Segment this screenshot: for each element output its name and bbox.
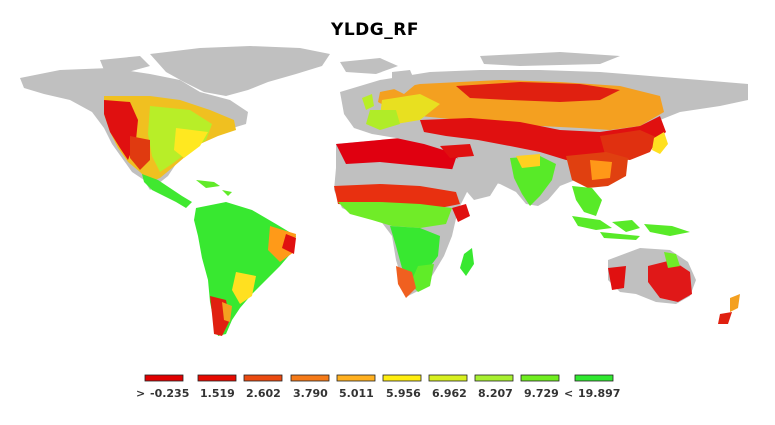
legend-swatch [474, 374, 514, 382]
legend-swatch [574, 374, 614, 382]
legend-label: 9.729 [524, 387, 559, 400]
legend-label: 8.207 [478, 387, 513, 400]
legend-swatch [290, 374, 330, 382]
legend-labels: > -0.235 1.519 2.602 3.790 5.011 5.956 6.962 8.2… [136, 387, 620, 400]
legend-label: 6.962 [432, 387, 467, 400]
legend-swatch [243, 374, 283, 382]
eurasia [340, 70, 748, 216]
legend-swatch [382, 374, 422, 382]
map-title: YLDG_RF [331, 20, 419, 40]
legend-label: < [564, 387, 573, 400]
maritime-southeast-asia [572, 216, 690, 240]
africa [334, 138, 474, 298]
legend-label: 3.790 [293, 387, 328, 400]
legend-label: 5.011 [339, 387, 374, 400]
legend-swatches [144, 374, 614, 382]
legend-swatch [197, 374, 237, 382]
legend-swatch [336, 374, 376, 382]
legend-label: 19.897 [578, 387, 620, 400]
legend-swatch [520, 374, 560, 382]
arctic-no-data-region [100, 46, 620, 96]
australia [608, 248, 740, 324]
south-america [194, 202, 296, 336]
world-map [20, 46, 748, 336]
color-legend: > -0.235 1.519 2.602 3.790 5.011 5.956 6.962 8.2… [136, 374, 620, 400]
legend-swatch [144, 374, 184, 382]
legend-label: > [136, 387, 145, 400]
legend-label: -0.235 [150, 387, 189, 400]
legend-label: 2.602 [246, 387, 281, 400]
legend-swatch [428, 374, 468, 382]
legend-label: 5.956 [386, 387, 421, 400]
caribbean [196, 180, 232, 196]
north-america [20, 68, 248, 208]
legend-label: 1.519 [200, 387, 235, 400]
